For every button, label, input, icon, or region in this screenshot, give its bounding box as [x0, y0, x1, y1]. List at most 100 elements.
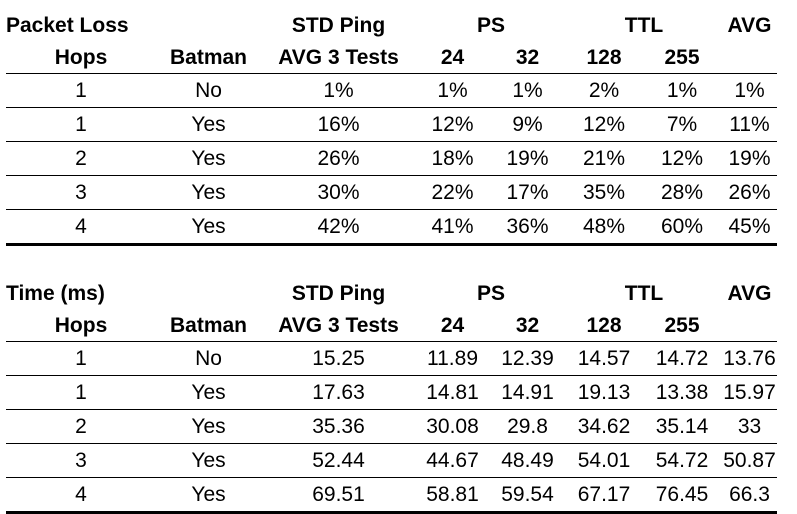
- header-std-ping: STD Ping: [291, 14, 386, 37]
- cell-batman: Yes: [191, 415, 226, 438]
- header-ps: PS: [476, 282, 505, 305]
- table-row: 1 No 1% 1% 1% 2% 1% 1%: [6, 74, 777, 108]
- cell-batman: Yes: [191, 483, 226, 506]
- packet-loss-table: Packet Loss STD Ping PS TTL AVG Hops Bat…: [6, 10, 777, 246]
- cell-ps24: 58.81: [426, 483, 479, 506]
- cell-ttl255: 60%: [660, 215, 704, 238]
- cell-ttl128: 2%: [588, 79, 620, 102]
- cell-std: 69.51: [312, 483, 365, 506]
- header-row-1: Packet Loss STD Ping PS TTL AVG: [6, 10, 777, 41]
- cell-avg: 13.76: [723, 347, 776, 370]
- cell-batman: Yes: [191, 215, 226, 238]
- header-avg: AVG: [727, 14, 772, 37]
- cell-std: 42%: [317, 215, 360, 238]
- cell-ttl128: 21%: [582, 147, 626, 170]
- cell-ttl128: 14.57: [577, 347, 631, 370]
- cell-batman: No: [195, 347, 222, 370]
- cell-ttl255: 7%: [666, 113, 698, 136]
- cell-std: 30%: [317, 181, 360, 204]
- cell-avg: 66.3: [729, 483, 770, 506]
- table-row: 4 Yes 69.51 58.81 59.54 67.17 76.45 66.3: [6, 478, 777, 514]
- header-avg-3-tests: AVG 3 Tests: [278, 313, 399, 337]
- header-avg: AVG: [727, 282, 772, 305]
- cell-hops: 2: [75, 415, 87, 438]
- cell-avg: 1%: [734, 79, 765, 102]
- cell-ps32: 59.54: [501, 483, 554, 506]
- header-ttl-128: 128: [586, 45, 622, 69]
- cell-std: 1%: [323, 79, 354, 102]
- cell-hops: 2: [75, 147, 87, 170]
- header-row-2: Hops Batman AVG 3 Tests 24 32 128 255: [6, 309, 777, 342]
- header-hops: Hops: [54, 313, 108, 337]
- header-ps-24: 24: [440, 313, 465, 337]
- cell-ps32: 48.49: [501, 449, 554, 472]
- header-ps-32: 32: [515, 45, 540, 69]
- cell-ps24: 41%: [431, 215, 474, 238]
- cell-ps32: 29.8: [507, 415, 548, 438]
- table-row: 4 Yes 42% 41% 36% 48% 60% 45%: [6, 210, 777, 246]
- header-ttl-255: 255: [664, 313, 700, 337]
- table-row: 3 Yes 52.44 44.67 48.49 54.01 54.72 50.8…: [6, 444, 777, 478]
- cell-std: 35.36: [312, 415, 365, 438]
- cell-avg: 45%: [728, 215, 771, 238]
- cell-ttl255: 13.38: [655, 381, 709, 404]
- cell-ps32: 17%: [506, 181, 549, 204]
- cell-std: 17.63: [312, 381, 365, 404]
- cell-hops: 1: [75, 381, 87, 404]
- table-row: 1 No 15.25 11.89 12.39 14.57 14.72 13.76: [6, 342, 777, 376]
- cell-ttl255: 35.14: [655, 415, 709, 438]
- cell-batman: Yes: [191, 113, 226, 136]
- header-avg-3-tests: AVG 3 Tests: [278, 45, 399, 69]
- cell-hops: 4: [75, 215, 87, 238]
- cell-ttl128: 35%: [582, 181, 626, 204]
- cell-ttl128: 34.62: [577, 415, 631, 438]
- cell-std: 26%: [317, 147, 360, 170]
- cell-ps24: 11.89: [427, 347, 478, 370]
- cell-ttl128: 54.01: [577, 449, 631, 472]
- cell-ps24: 18%: [431, 147, 474, 170]
- cell-hops: 3: [75, 449, 87, 472]
- header-row-2: Hops Batman AVG 3 Tests 24 32 128 255: [6, 41, 777, 74]
- cell-ps32: 19%: [506, 147, 549, 170]
- cell-batman: No: [195, 79, 222, 102]
- header-hops: Hops: [54, 45, 108, 69]
- cell-hops: 3: [75, 181, 87, 204]
- table-row: 2 Yes 26% 18% 19% 21% 12% 19%: [6, 142, 777, 176]
- cell-ttl255: 1%: [666, 79, 698, 102]
- cell-ttl255: 76.45: [655, 483, 709, 506]
- cell-ps24: 30.08: [426, 415, 479, 438]
- cell-batman: Yes: [191, 381, 226, 404]
- cell-batman: Yes: [191, 449, 226, 472]
- header-ttl-255: 255: [664, 45, 700, 69]
- header-ttl-128: 128: [586, 313, 622, 337]
- header-ps-24: 24: [440, 45, 465, 69]
- cell-ttl255: 54.72: [655, 449, 709, 472]
- table-row: 1 Yes 16% 12% 9% 12% 7% 11%: [6, 108, 777, 142]
- cell-ttl128: 19.13: [577, 381, 631, 404]
- cell-ps24: 12%: [431, 113, 474, 136]
- cell-std: 52.44: [312, 449, 365, 472]
- cell-ps32: 36%: [506, 215, 549, 238]
- cell-avg: 15.97: [723, 381, 776, 404]
- cell-hops: 1: [75, 79, 87, 102]
- header-std-ping: STD Ping: [291, 282, 386, 305]
- cell-batman: Yes: [191, 181, 226, 204]
- cell-avg: 26%: [728, 181, 771, 204]
- time-table: Time (ms) STD Ping PS TTL AVG Hops Batma…: [6, 278, 777, 514]
- cell-ps32: 1%: [512, 79, 543, 102]
- cell-ttl255: 28%: [660, 181, 704, 204]
- table-row: 1 Yes 17.63 14.81 14.91 19.13 13.38 15.9…: [6, 376, 777, 410]
- table-title: Time (ms): [6, 282, 105, 305]
- cell-avg: 19%: [728, 147, 771, 170]
- cell-batman: Yes: [191, 147, 226, 170]
- cell-ps32: 9%: [512, 113, 543, 136]
- header-ps: PS: [476, 14, 505, 37]
- header-row-1: Time (ms) STD Ping PS TTL AVG: [6, 278, 777, 309]
- cell-std: 16%: [317, 113, 360, 136]
- cell-ttl128: 12%: [582, 113, 626, 136]
- cell-ps32: 14.91: [501, 381, 554, 404]
- cell-hops: 1: [75, 113, 87, 136]
- table-row: 2 Yes 35.36 30.08 29.8 34.62 35.14 33: [6, 410, 777, 444]
- cell-avg: 33: [737, 415, 762, 438]
- header-ttl: TTL: [624, 282, 664, 305]
